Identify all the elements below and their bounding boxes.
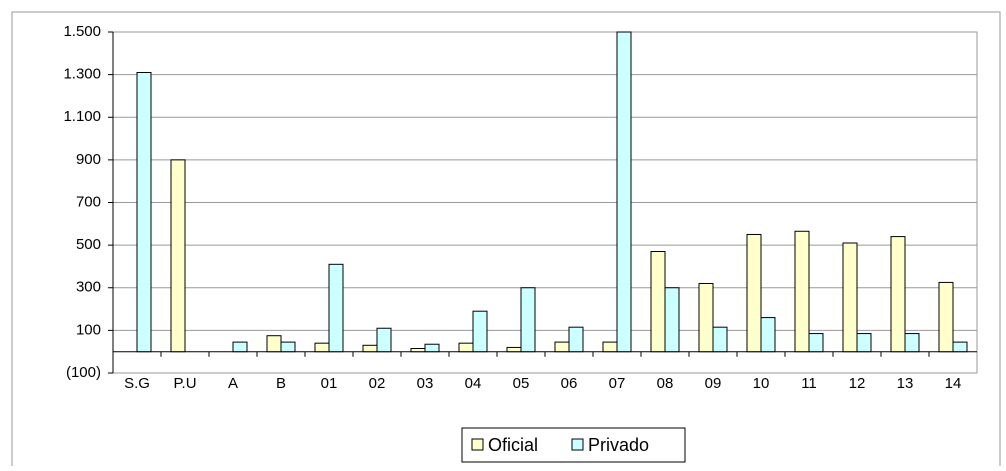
x-tick-label: 11 [801, 375, 817, 392]
y-tick-label: 1.100 [63, 108, 101, 125]
x-tick-label: 04 [465, 375, 482, 392]
x-tick-label: 08 [657, 375, 674, 392]
bar [952, 341, 968, 353]
bar [856, 333, 872, 353]
legend-label: Oficial [488, 435, 538, 455]
legend-swatch [471, 438, 484, 451]
x-tick-label: S.G [124, 375, 150, 392]
bar [938, 281, 954, 353]
x-tick-label: P.U [173, 375, 196, 392]
bar [314, 342, 330, 353]
bar [506, 346, 522, 353]
bar [376, 327, 392, 353]
y-tick-label: 700 [76, 193, 101, 210]
bar [170, 159, 186, 353]
x-tick-label: 03 [417, 375, 434, 392]
bar [808, 333, 824, 353]
y-tick-label: 300 [76, 279, 101, 296]
bar [664, 287, 680, 353]
x-tick-label: 14 [945, 375, 962, 392]
bar [362, 344, 378, 353]
x-tick-label: 06 [561, 375, 578, 392]
bar [472, 310, 488, 353]
bar [520, 287, 536, 353]
bar [568, 326, 584, 353]
bar [280, 341, 296, 353]
y-tick-label: 1.500 [63, 23, 101, 40]
bar [616, 31, 632, 353]
legend-label: Privado [588, 435, 649, 455]
y-tick-label: 900 [76, 151, 101, 168]
bar [266, 335, 282, 353]
bar [760, 317, 776, 353]
bar [698, 282, 714, 353]
x-tick-label: 12 [849, 375, 866, 392]
bar [410, 347, 426, 353]
x-tick-label: 05 [513, 375, 530, 392]
bar [602, 341, 618, 353]
y-tick-label: 1.300 [63, 66, 101, 83]
x-tick-label: 13 [897, 375, 914, 392]
x-tick-label: 07 [609, 375, 626, 392]
x-tick-label: B [276, 375, 286, 392]
bar [712, 326, 728, 353]
x-tick-label: 02 [369, 375, 386, 392]
bar [458, 342, 474, 353]
bar [232, 341, 248, 353]
bar [904, 333, 920, 353]
x-tick-label: 09 [705, 375, 722, 392]
legend-swatch [571, 438, 584, 451]
y-tick-label: (100) [66, 364, 101, 381]
bar [746, 233, 762, 353]
x-tick-label: 01 [321, 375, 338, 392]
y-tick-label: 100 [76, 321, 101, 338]
x-tick-label: A [228, 375, 238, 392]
y-tick-label: 500 [76, 236, 101, 253]
bar [424, 343, 440, 353]
bar [328, 263, 344, 353]
bar [136, 71, 152, 353]
x-tick-label: 10 [753, 375, 770, 392]
bar [554, 341, 570, 353]
bar [890, 236, 906, 353]
bar [794, 230, 810, 353]
bar [650, 251, 666, 353]
bar [842, 242, 858, 353]
